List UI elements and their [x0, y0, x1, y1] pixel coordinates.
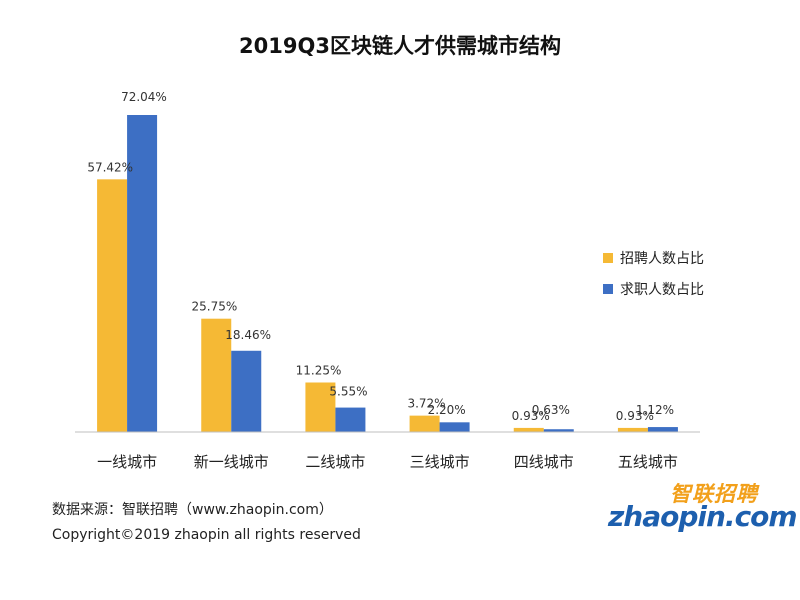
bar-recruit-5 — [617, 427, 648, 432]
logo-english-text: zhaopin.com — [608, 500, 798, 533]
bar-recruit-1 — [201, 318, 232, 432]
copyright-text: Copyright©2019 zhaopin all rights reserv… — [52, 527, 361, 543]
logo-chinese-text: 智联招聘 — [670, 482, 758, 506]
data-label: 1.12% — [636, 403, 674, 417]
chart-title: 2019Q3区块链人才供需城市结构 — [239, 34, 561, 58]
data-label: 0.93% — [616, 409, 654, 423]
data-label: 5.55% — [329, 385, 367, 399]
bar-recruit-3 — [409, 415, 440, 432]
labels-layer: 57.42% 72.04% 25.75% 18.46% 11.25% 5.55% 3.72%… — [87, 90, 674, 423]
bar-jobseek-5 — [647, 427, 678, 432]
data-label: 57.42% — [87, 160, 133, 174]
legend-swatch — [603, 253, 613, 263]
data-label: 3.72% — [407, 397, 445, 411]
legend-label: 招聘人数占比 — [620, 251, 704, 267]
bar-recruit-0 — [97, 179, 128, 432]
x-tick-label: 一线城市 — [97, 453, 157, 471]
x-tick-labels: 一线城市 新一线城市 二线城市 三线城市 四线城市 五线城市 — [97, 453, 678, 471]
legend-swatch — [603, 284, 613, 294]
data-label: 0.63% — [532, 403, 570, 417]
bar-jobseek-0 — [127, 115, 158, 432]
x-tick-label: 四线城市 — [514, 453, 574, 471]
x-tick-label: 五线城市 — [618, 453, 678, 471]
data-label: 18.46% — [225, 328, 271, 342]
bar-jobseek-4 — [543, 429, 574, 432]
bar-jobseek-2 — [335, 407, 366, 432]
data-label: 2.20% — [428, 403, 466, 417]
data-label: 72.04% — [121, 90, 167, 104]
data-source-text: 数据来源：智联招聘（www.zhaopin.com） — [52, 502, 333, 518]
x-tick-label: 二线城市 — [305, 453, 365, 471]
bars-layer — [97, 115, 678, 432]
bar-jobseek-1 — [231, 350, 262, 432]
x-tick-label: 新一线城市 — [194, 453, 269, 471]
bar-jobseek-3 — [439, 422, 470, 432]
legend-label: 求职人数占比 — [620, 282, 704, 298]
data-label: 25.75% — [191, 300, 237, 314]
zhaopin-logo: 智联招聘 zhaopin.com — [608, 478, 798, 548]
data-label: 11.25% — [296, 363, 342, 377]
bar-recruit-2 — [305, 382, 336, 432]
x-tick-label: 三线城市 — [410, 453, 470, 471]
data-label: 0.93% — [512, 409, 550, 423]
bar-recruit-4 — [513, 427, 544, 432]
